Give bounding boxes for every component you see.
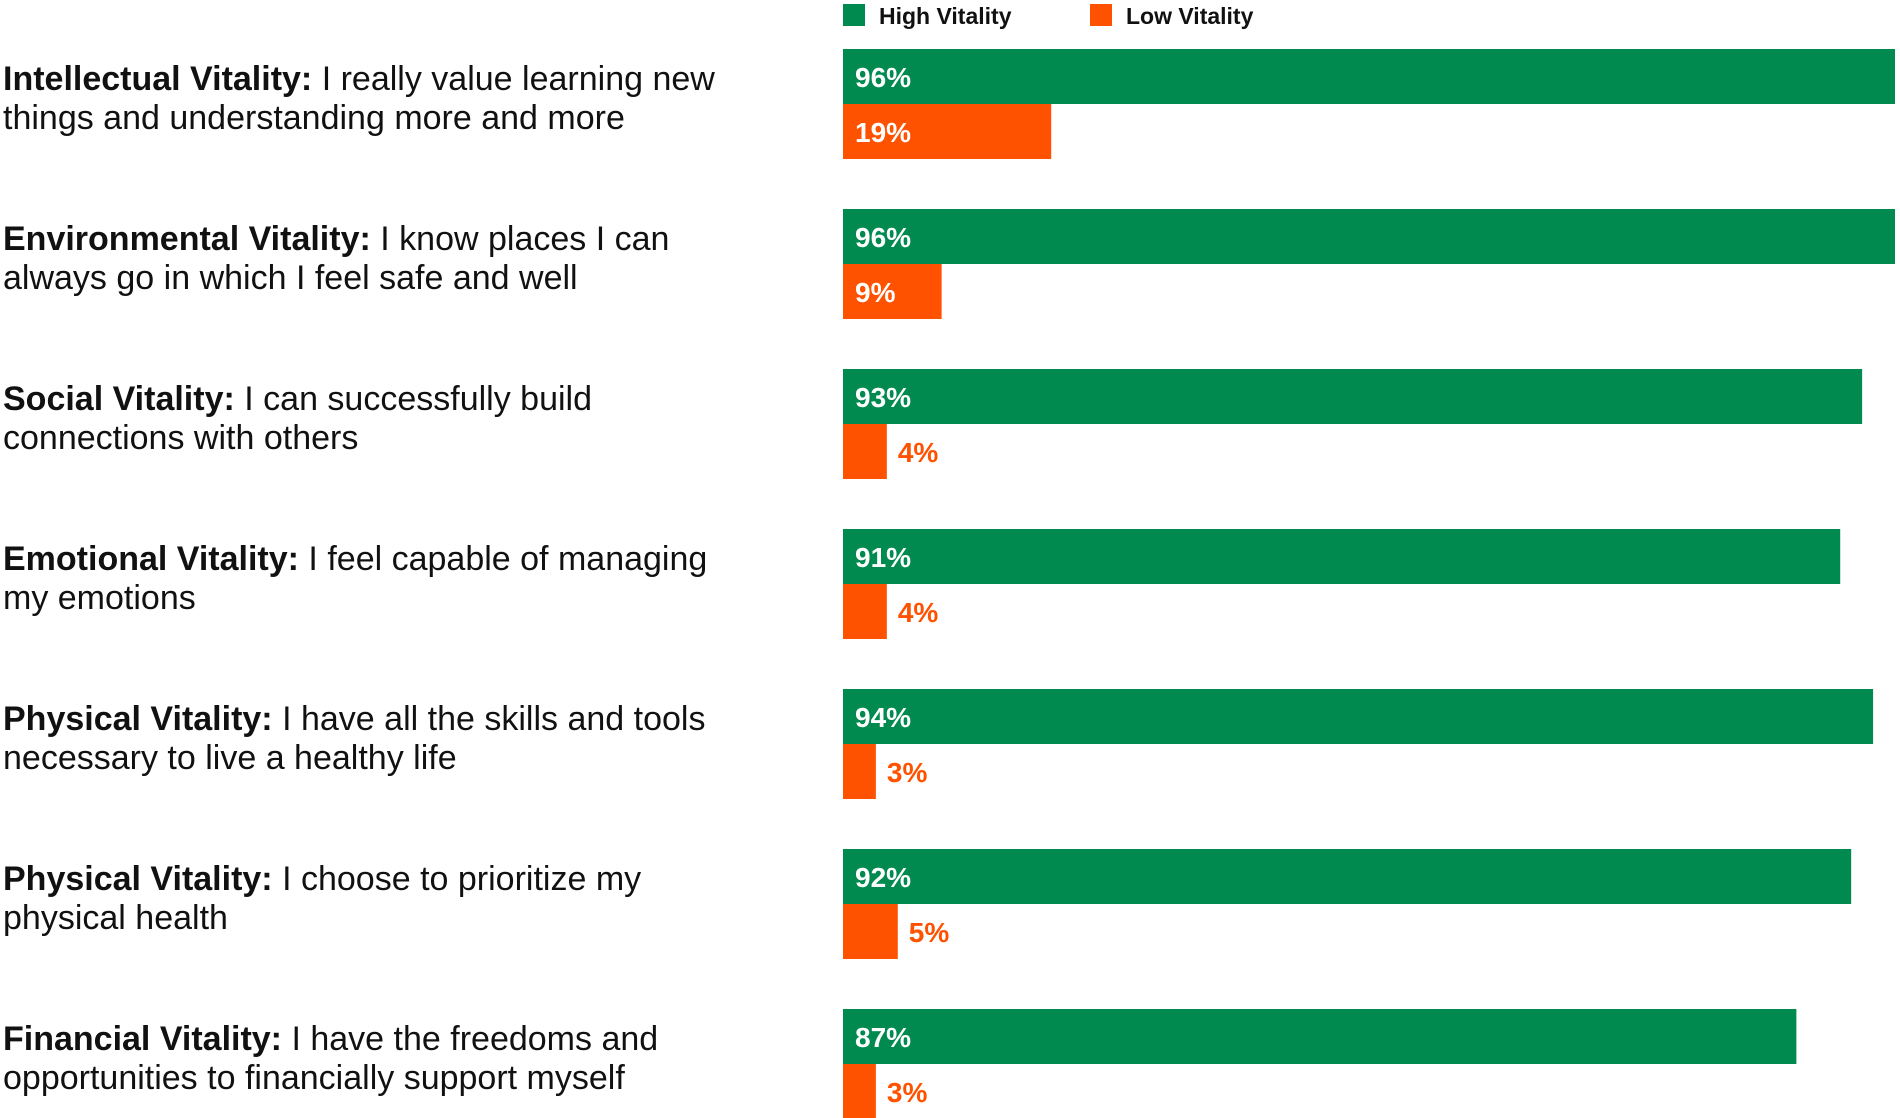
legend-swatch-high — [843, 4, 865, 26]
bar-high-1 — [843, 49, 1895, 104]
value-label-low-4: 4% — [898, 597, 939, 628]
bar-high-6 — [843, 849, 1852, 904]
bar-high-7 — [843, 1009, 1797, 1064]
value-label-low-7: 3% — [887, 1077, 928, 1108]
bar-low-6 — [843, 904, 898, 959]
category-labels: Intellectual Vitality: I really value le… — [3, 60, 715, 1097]
category-label-7: Financial Vitality: I have the freedoms … — [3, 1020, 658, 1097]
bar-high-4 — [843, 529, 1841, 584]
value-label-high-7: 87% — [855, 1022, 911, 1053]
category-label-5: Physical Vitality: I have all the skills… — [3, 700, 705, 777]
bar-high-5 — [843, 689, 1874, 744]
value-label-low-3: 4% — [898, 437, 939, 468]
bar-low-7 — [843, 1064, 876, 1118]
legend: High Vitality Low Vitality — [843, 3, 1254, 29]
value-label-high-2: 96% — [855, 222, 911, 253]
bar-low-1 — [843, 104, 1052, 159]
value-label-high-6: 92% — [855, 862, 911, 893]
value-label-high-5: 94% — [855, 702, 911, 733]
value-label-high-3: 93% — [855, 382, 911, 413]
value-label-high-1: 96% — [855, 62, 911, 93]
value-label-high-4: 91% — [855, 542, 911, 573]
bar-low-3 — [843, 424, 887, 479]
legend-label-low: Low Vitality — [1126, 3, 1254, 29]
category-label-4: Emotional Vitality: I feel capable of ma… — [3, 540, 707, 617]
bar-low-4 — [843, 584, 887, 639]
bars — [843, 49, 1895, 1118]
legend-label-high: High Vitality — [879, 3, 1012, 29]
value-label-low-2: 9% — [855, 277, 896, 308]
category-label-1: Intellectual Vitality: I really value le… — [3, 60, 715, 137]
bar-low-2 — [843, 264, 942, 319]
bar-low-5 — [843, 744, 876, 799]
category-label-3: Social Vitality: I can successfully buil… — [3, 380, 592, 457]
category-label-6: Physical Vitality: I choose to prioritiz… — [3, 860, 641, 937]
legend-swatch-low — [1090, 4, 1112, 26]
value-labels: 96% 19% 96% 9% 93% 4% 91% 4% 94% 3% 92% 5% 87% 3% — [855, 62, 949, 1108]
bar-high-3 — [843, 369, 1863, 424]
value-label-low-6: 5% — [909, 917, 950, 948]
bar-high-2 — [843, 209, 1895, 264]
category-label-2: Environmental Vitality: I know places I … — [3, 220, 669, 297]
value-label-low-1: 19% — [855, 117, 911, 148]
value-label-low-5: 3% — [887, 757, 928, 788]
